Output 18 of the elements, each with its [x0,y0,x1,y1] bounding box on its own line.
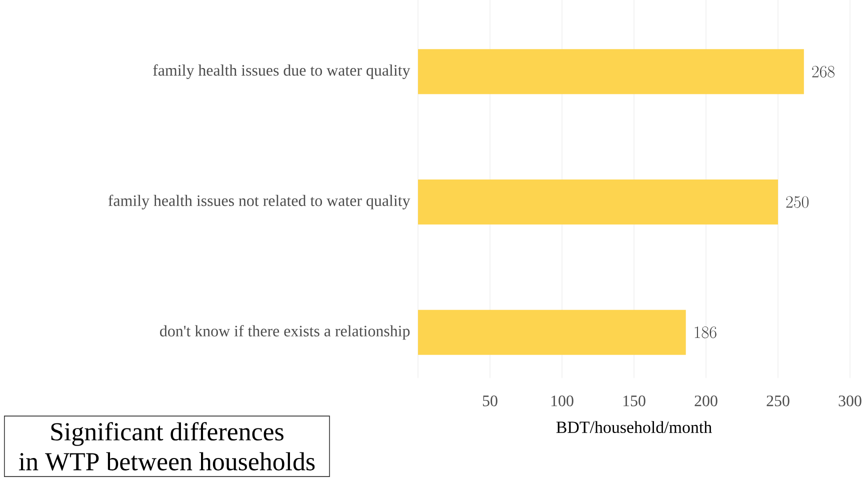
x-axis-title: BDT/household/month [556,421,712,434]
data-label: 250 [786,196,809,208]
x-tick-label: 300 [838,396,862,406]
x-tick-label: 250 [766,396,790,406]
y-tick-label: don't know if there exists a relationship [160,325,410,340]
x-tick-label: 100 [551,396,574,406]
y-tick-label: family health issues due to water quality [153,64,410,80]
x-tick-label: 200 [694,396,718,406]
x-tick-label: 150 [623,396,646,406]
data-label: 186 [694,326,716,338]
y-tick-label: family health issues not related to water quality [108,194,410,210]
bar [418,49,804,94]
text: in WTP between households [18,452,315,471]
text: Significant differences [51,422,284,446]
data-label: 268 [812,66,835,78]
bar [418,180,778,225]
x-tick-label: 50 [482,396,498,406]
bar [418,310,686,355]
